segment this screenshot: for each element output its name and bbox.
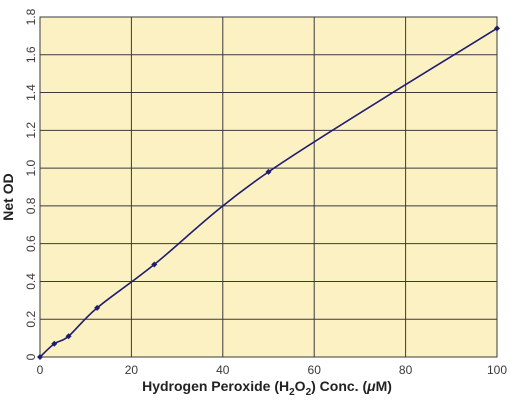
y-tick-label: 1.2 <box>24 122 38 139</box>
y-axis-ticks: 0 0.2 0.4 0.6 0.8 1.0 1.2 1.4 1.6 1.8 <box>24 8 38 360</box>
y-tick-label: 1.0 <box>24 159 38 176</box>
data-markers <box>37 25 500 360</box>
y-tick-label: 1.4 <box>24 84 38 101</box>
x-axis-title-part: O <box>295 378 306 394</box>
plot-area <box>40 17 497 357</box>
x-axis-title-subscript: 2 <box>306 387 312 398</box>
data-point-marker <box>51 340 58 347</box>
x-tick-label: 80 <box>399 363 413 377</box>
y-tick-label: 0.6 <box>24 235 38 252</box>
data-point-marker <box>94 304 101 311</box>
y-tick-label: 1.8 <box>24 8 38 25</box>
y-tick-label: 0.2 <box>24 311 38 328</box>
x-axis-title: Hydrogen Peroxide (H2O2) Conc. (μM) <box>142 378 392 398</box>
y-tick-label: 0.8 <box>24 197 38 214</box>
x-tick-label: 0 <box>37 363 44 377</box>
series-line <box>39 27 498 358</box>
x-axis-ticks: 0 20 40 60 80 100 <box>37 363 508 377</box>
data-point-marker <box>494 25 500 32</box>
x-tick-label: 20 <box>125 363 139 377</box>
x-tick-label: 60 <box>308 363 322 377</box>
y-axis-title: Net OD <box>0 173 16 220</box>
x-axis-title-part: ) Conc. ( <box>311 378 367 394</box>
x-tick-label: 40 <box>216 363 230 377</box>
plot-frame <box>39 16 498 358</box>
x-axis-title-part: M) <box>376 378 392 394</box>
x-axis-title-part: Hydrogen Peroxide (H <box>142 378 289 394</box>
x-tick-label: 100 <box>487 363 507 377</box>
x-axis-title-mu: μ <box>366 378 376 394</box>
data-point-marker <box>65 333 72 340</box>
y-tick-label: 0.4 <box>24 273 38 290</box>
data-point-marker <box>37 354 43 360</box>
data-point-marker <box>265 168 272 175</box>
x-axis-title-subscript: 2 <box>289 387 295 398</box>
y-tick-label: 0 <box>24 353 38 360</box>
y-tick-label: 1.6 <box>24 46 38 63</box>
data-point-marker <box>151 261 158 268</box>
